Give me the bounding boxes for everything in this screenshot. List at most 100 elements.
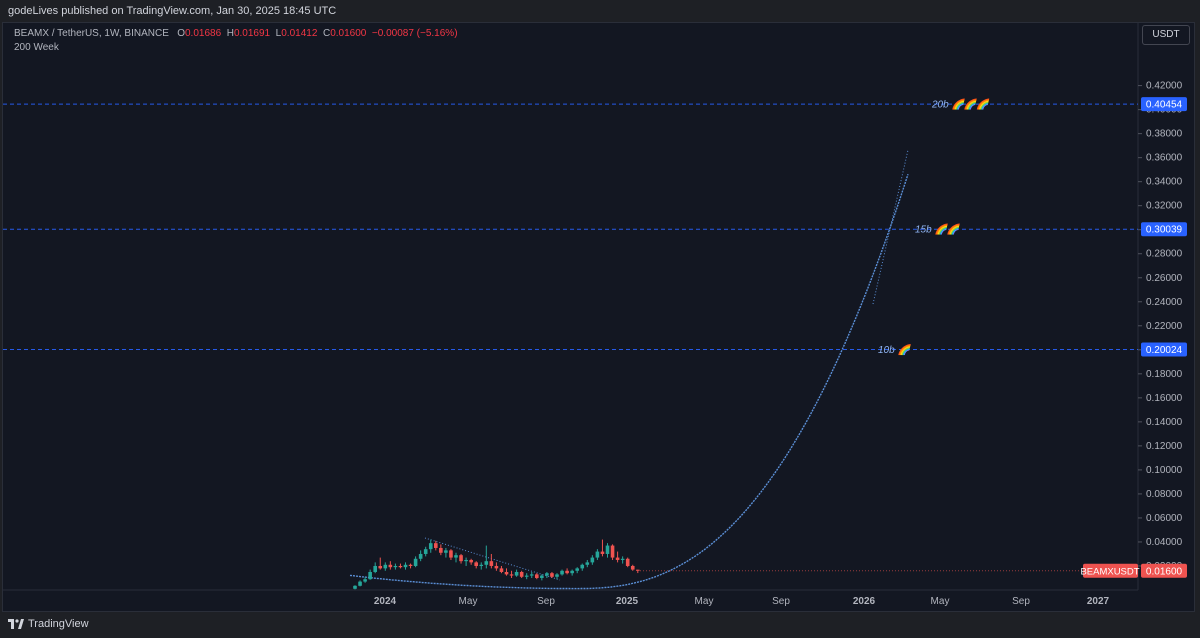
- symbol-badge-text: BEAMXUSDT: [1080, 566, 1139, 577]
- tradingview-logo[interactable]: TradingView: [8, 618, 89, 630]
- y-tick-label: 0.28000: [1146, 249, 1183, 260]
- candle-body: [363, 579, 367, 582]
- candle-body: [504, 571, 509, 575]
- x-tick-label: Sep: [537, 596, 555, 607]
- candle-body: [373, 565, 377, 572]
- candle-body: [408, 564, 413, 566]
- y-tick-label: 0.38000: [1146, 129, 1183, 140]
- chart-frame[interactable]: [2, 22, 1195, 612]
- symbol-name: BEAMX / TetherUS, 1W, BINANCE: [14, 28, 169, 39]
- candle-body: [378, 565, 383, 569]
- candle-body: [575, 568, 579, 571]
- candle-body: [413, 558, 418, 566]
- tradingview-logo-icon: [8, 619, 24, 629]
- candle-body: [393, 565, 398, 568]
- candle-body: [459, 555, 463, 562]
- y-tick-label: 0.26000: [1146, 273, 1183, 284]
- candle-body: [388, 564, 393, 568]
- candle-body: [423, 549, 428, 554]
- candle-body: [489, 561, 494, 566]
- price-level-badge-text: 0.40454: [1146, 100, 1183, 111]
- candle-body: [590, 557, 595, 563]
- y-tick-label: 0.14000: [1146, 417, 1183, 428]
- high-label: H: [226, 28, 234, 39]
- candle-body: [550, 573, 554, 577]
- open-value: 0.01686: [185, 28, 222, 39]
- x-tick-label: 2025: [616, 596, 639, 607]
- candle-body: [449, 550, 453, 558]
- candle-body: [630, 565, 635, 570]
- candle-body: [469, 559, 473, 563]
- candle-body: [368, 571, 372, 580]
- y-tick-label: 0.12000: [1146, 441, 1183, 452]
- y-tick-label: 0.10000: [1146, 465, 1183, 476]
- x-tick-label: 2026: [853, 596, 876, 607]
- candle-body: [585, 562, 590, 565]
- candle-body: [595, 551, 600, 558]
- candle-body: [605, 545, 610, 554]
- y-tick-label: 0.04000: [1146, 537, 1183, 548]
- y-tick-label: 0.08000: [1146, 489, 1183, 500]
- currency-button[interactable]: USDT: [1142, 25, 1190, 45]
- price-level-badge-text: 0.30039: [1146, 225, 1183, 236]
- indicator-legend[interactable]: 200 Week: [14, 42, 59, 53]
- candle-body: [403, 564, 408, 568]
- symbol-legend: BEAMX / TetherUS, 1W, BINANCE O0.01686 H…: [14, 28, 458, 39]
- candle-body: [570, 570, 574, 574]
- candle-body: [565, 570, 569, 574]
- candle-body: [535, 574, 539, 578]
- candle-body: [610, 545, 615, 558]
- price-level-text: 20b 🌈🌈🌈: [931, 98, 990, 111]
- y-tick-label: 0.22000: [1146, 321, 1183, 332]
- y-tick-label: 0.34000: [1146, 177, 1183, 188]
- price-level-text: 15b 🌈🌈: [915, 223, 961, 236]
- candle-body: [529, 574, 534, 576]
- candle-body: [524, 575, 529, 577]
- publisher-text: godeLives published on TradingView.com, …: [8, 5, 337, 17]
- candle-body: [474, 562, 478, 566]
- candle-body: [625, 558, 630, 566]
- candle-body: [353, 585, 357, 589]
- price-level-badge: [1141, 222, 1187, 237]
- y-tick-label: 0.36000: [1146, 153, 1183, 164]
- candle-body: [509, 574, 514, 576]
- footer-bar: TradingView: [0, 612, 1200, 638]
- x-tick-label: May: [459, 596, 478, 607]
- low-label: L: [275, 28, 282, 39]
- candle-body: [519, 571, 524, 577]
- candle-body: [545, 573, 549, 576]
- last-price-badge: [1141, 563, 1187, 578]
- close-label: C: [322, 28, 331, 39]
- candle-body: [600, 551, 605, 554]
- publish-bar: godeLives published on TradingView.com, …: [0, 0, 1200, 22]
- candle-body: [383, 564, 388, 569]
- x-tick-label: May: [931, 596, 950, 607]
- candle-body: [636, 569, 640, 571]
- x-tick-label: May: [695, 596, 714, 607]
- y-tick-label: 0.06000: [1146, 513, 1183, 524]
- open-label: O: [177, 28, 185, 39]
- candle-body: [555, 574, 559, 577]
- candle-body: [464, 559, 468, 562]
- candle-body: [434, 543, 438, 548]
- candle-body: [454, 555, 458, 558]
- candle-body: [444, 550, 448, 553]
- y-tick-label: 0.16000: [1146, 393, 1183, 404]
- curve-extension: [872, 149, 909, 305]
- parabolic-curve: [349, 173, 909, 590]
- y-tick-label: 0.32000: [1146, 201, 1183, 212]
- candle-body: [484, 561, 489, 565]
- candle-body: [398, 565, 403, 568]
- y-tick-label: 0.42000: [1146, 81, 1183, 92]
- candle-body: [560, 570, 564, 575]
- candle-body: [418, 553, 423, 559]
- price-level-badge: [1141, 97, 1187, 112]
- candle-body: [514, 571, 519, 576]
- symbol-badge: [1083, 563, 1138, 578]
- last-price-badge-text: 0.01600: [1146, 566, 1183, 577]
- candle-body: [615, 557, 620, 560]
- x-tick-label: Sep: [1012, 596, 1030, 607]
- trend-line: [424, 537, 561, 581]
- candle-body: [499, 568, 504, 572]
